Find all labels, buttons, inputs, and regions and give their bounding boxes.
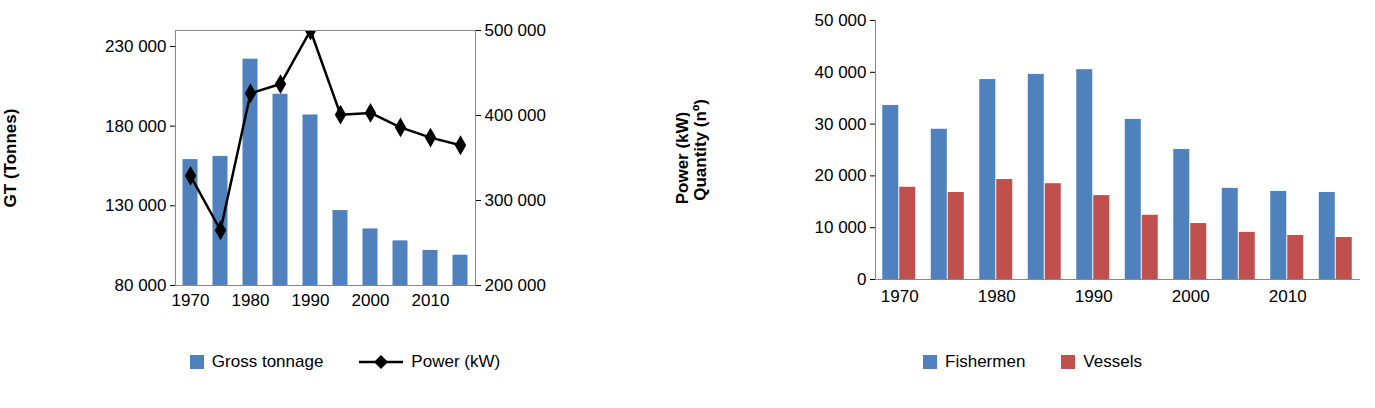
svg-text:Quantity (nº): Quantity (nº) — [691, 99, 710, 201]
svg-text:30 000: 30 000 — [815, 115, 867, 134]
svg-text:230 000: 230 000 — [105, 37, 166, 56]
svg-text:40 000: 40 000 — [815, 63, 867, 82]
html-text:Fishermen: Fishermen — [945, 352, 1026, 371]
svg-text:500 000: 500 000 — [485, 21, 546, 40]
svg-text:1990: 1990 — [1075, 287, 1113, 306]
html-text:Power (kW): Power (kW) — [411, 352, 501, 371]
svg-text:GT (Tonnes): GT (Tonnes) — [1, 109, 20, 208]
svg-text:1990: 1990 — [292, 291, 330, 310]
html-text:Gross tonnage: Gross tonnage — [211, 352, 324, 371]
svg-text:1980: 1980 — [978, 287, 1016, 306]
svg-text:1980: 1980 — [232, 291, 270, 310]
svg-text:2000: 2000 — [352, 291, 390, 310]
svg-text:400 000: 400 000 — [485, 106, 546, 125]
svg-text:200 000: 200 000 — [485, 276, 546, 295]
svg-text:10 000: 10 000 — [815, 218, 867, 237]
svg-text:80 000: 80 000 — [115, 276, 167, 295]
svg-text:1970: 1970 — [172, 291, 210, 310]
svg-text:130 000: 130 000 — [105, 196, 166, 215]
svg-text:2010: 2010 — [1269, 287, 1307, 306]
html-text:Vessels: Vessels — [1083, 352, 1142, 371]
svg-text:Power (kW): Power (kW) — [673, 112, 691, 205]
svg-text:180 000: 180 000 — [105, 117, 166, 136]
svg-text:2000: 2000 — [1172, 287, 1210, 306]
svg-text:2010: 2010 — [412, 291, 450, 310]
svg-text:20 000: 20 000 — [815, 166, 867, 185]
svg-text:0: 0 — [857, 270, 866, 289]
svg-text:300 000: 300 000 — [485, 191, 546, 210]
svg-text:1970: 1970 — [881, 287, 919, 306]
svg-text:50 000: 50 000 — [815, 11, 867, 30]
